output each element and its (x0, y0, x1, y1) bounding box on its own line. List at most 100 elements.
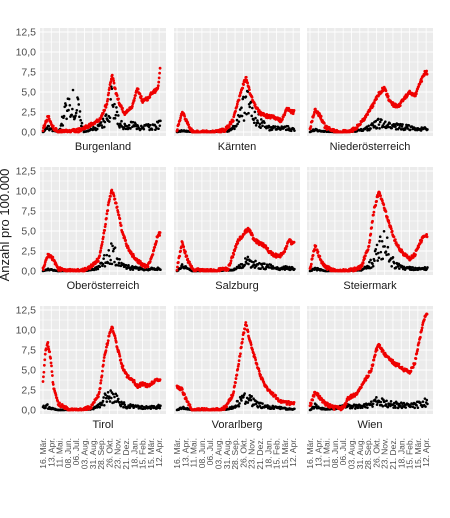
x-tick-label: 23. Nov. (247, 438, 257, 469)
x-tick-label: 15. Feb. (405, 438, 415, 469)
point-series-b (252, 261, 255, 264)
panel-label: Salzburg (215, 280, 258, 292)
point-series-b (366, 406, 369, 409)
point-series-a (101, 235, 105, 239)
point-series-b (268, 405, 271, 408)
point-series-b (117, 114, 120, 117)
point-series-b (252, 121, 256, 125)
x-tick-label: 16. Mär. (172, 438, 182, 469)
point-series-a (188, 403, 192, 407)
point-series-b (396, 406, 400, 410)
point-series-a (312, 394, 316, 398)
y-tick-label: 0,0 (21, 266, 36, 278)
point-series-a (118, 217, 122, 221)
point-series-b (399, 128, 403, 131)
point-series-b (44, 406, 47, 410)
point-series-a (251, 233, 254, 237)
y-tick-label: 12,5 (16, 305, 37, 317)
point-series-a (239, 90, 243, 94)
point-series-a (375, 199, 378, 203)
point-series-b (408, 128, 412, 132)
point-series-b (383, 245, 386, 248)
point-series-b (411, 405, 415, 409)
point-series-b (179, 266, 183, 270)
x-tick-label: 31. Aug. (222, 438, 232, 469)
point-series-b (79, 118, 82, 122)
x-tick-label: 26. Okt. (104, 438, 114, 468)
point-series-b (385, 399, 388, 403)
point-series-a (372, 101, 376, 105)
point-series-a (49, 356, 52, 360)
point-series-b (107, 248, 111, 252)
point-series-b (102, 396, 105, 399)
point-series-a (366, 248, 370, 252)
point-series-a (318, 254, 322, 258)
point-series-b (180, 263, 184, 266)
point-series-b (64, 104, 68, 107)
point-series-a (381, 349, 385, 353)
point-series-a (378, 191, 382, 195)
point-series-a (420, 239, 424, 243)
point-series-a (132, 254, 136, 258)
point-series-a (251, 348, 254, 352)
point-series-b (99, 121, 103, 124)
point-series-a (380, 199, 384, 203)
point-series-b (384, 120, 387, 123)
y-tick-label: 0,0 (21, 405, 36, 417)
x-tick-label: 31. Aug. (355, 438, 365, 469)
x-tick-label: 15. Mär. (413, 438, 423, 469)
point-series-b (120, 119, 123, 123)
point-series-b (103, 120, 107, 124)
point-series-b (369, 266, 373, 269)
point-series-b (379, 250, 383, 254)
point-series-a (368, 238, 372, 242)
point-series-b (158, 406, 162, 410)
x-tick-label: 21. Dez. (388, 438, 398, 470)
x-tick-label: 11. Mai. (189, 438, 199, 468)
point-series-a (177, 122, 181, 126)
point-series-b (124, 127, 128, 131)
point-series-a (420, 80, 424, 83)
point-series-a (98, 254, 102, 258)
point-series-a (45, 347, 48, 351)
point-series-a (397, 244, 400, 247)
point-series-a (99, 381, 103, 385)
point-series-b (123, 403, 127, 406)
point-series-a (107, 91, 111, 95)
point-series-b (406, 127, 409, 130)
point-series-a (384, 89, 388, 93)
point-series-b (254, 259, 257, 263)
point-series-b (243, 257, 247, 260)
x-tick-label: 13. Apr. (46, 438, 56, 467)
point-series-b (242, 119, 246, 122)
point-series-b (73, 116, 77, 120)
point-series-a (231, 119, 235, 123)
point-series-a (237, 362, 241, 366)
y-tick-label: 10,0 (16, 186, 37, 198)
point-series-a (231, 255, 235, 259)
point-series-b (415, 404, 418, 407)
point-series-a (266, 246, 270, 250)
point-series-b (102, 253, 106, 257)
point-series-a (309, 402, 313, 405)
point-series-b (386, 405, 390, 409)
point-series-a (227, 125, 231, 129)
point-series-b (258, 122, 262, 126)
point-series-b (61, 124, 65, 127)
point-series-a (139, 95, 143, 98)
point-series-a (99, 249, 103, 252)
point-series-b (236, 399, 239, 403)
point-series-a (55, 396, 59, 400)
point-series-b (243, 263, 246, 267)
point-series-a (230, 396, 234, 399)
x-tick-label: 08. Jun. (197, 438, 207, 468)
point-series-b (102, 125, 106, 129)
point-series-a (109, 194, 112, 198)
point-series-a (108, 86, 111, 90)
point-series-b (390, 126, 394, 130)
point-series-a (155, 239, 158, 243)
point-series-a (371, 219, 374, 223)
point-series-b (400, 125, 404, 128)
point-series-b (371, 262, 374, 266)
point-series-a (97, 390, 101, 394)
